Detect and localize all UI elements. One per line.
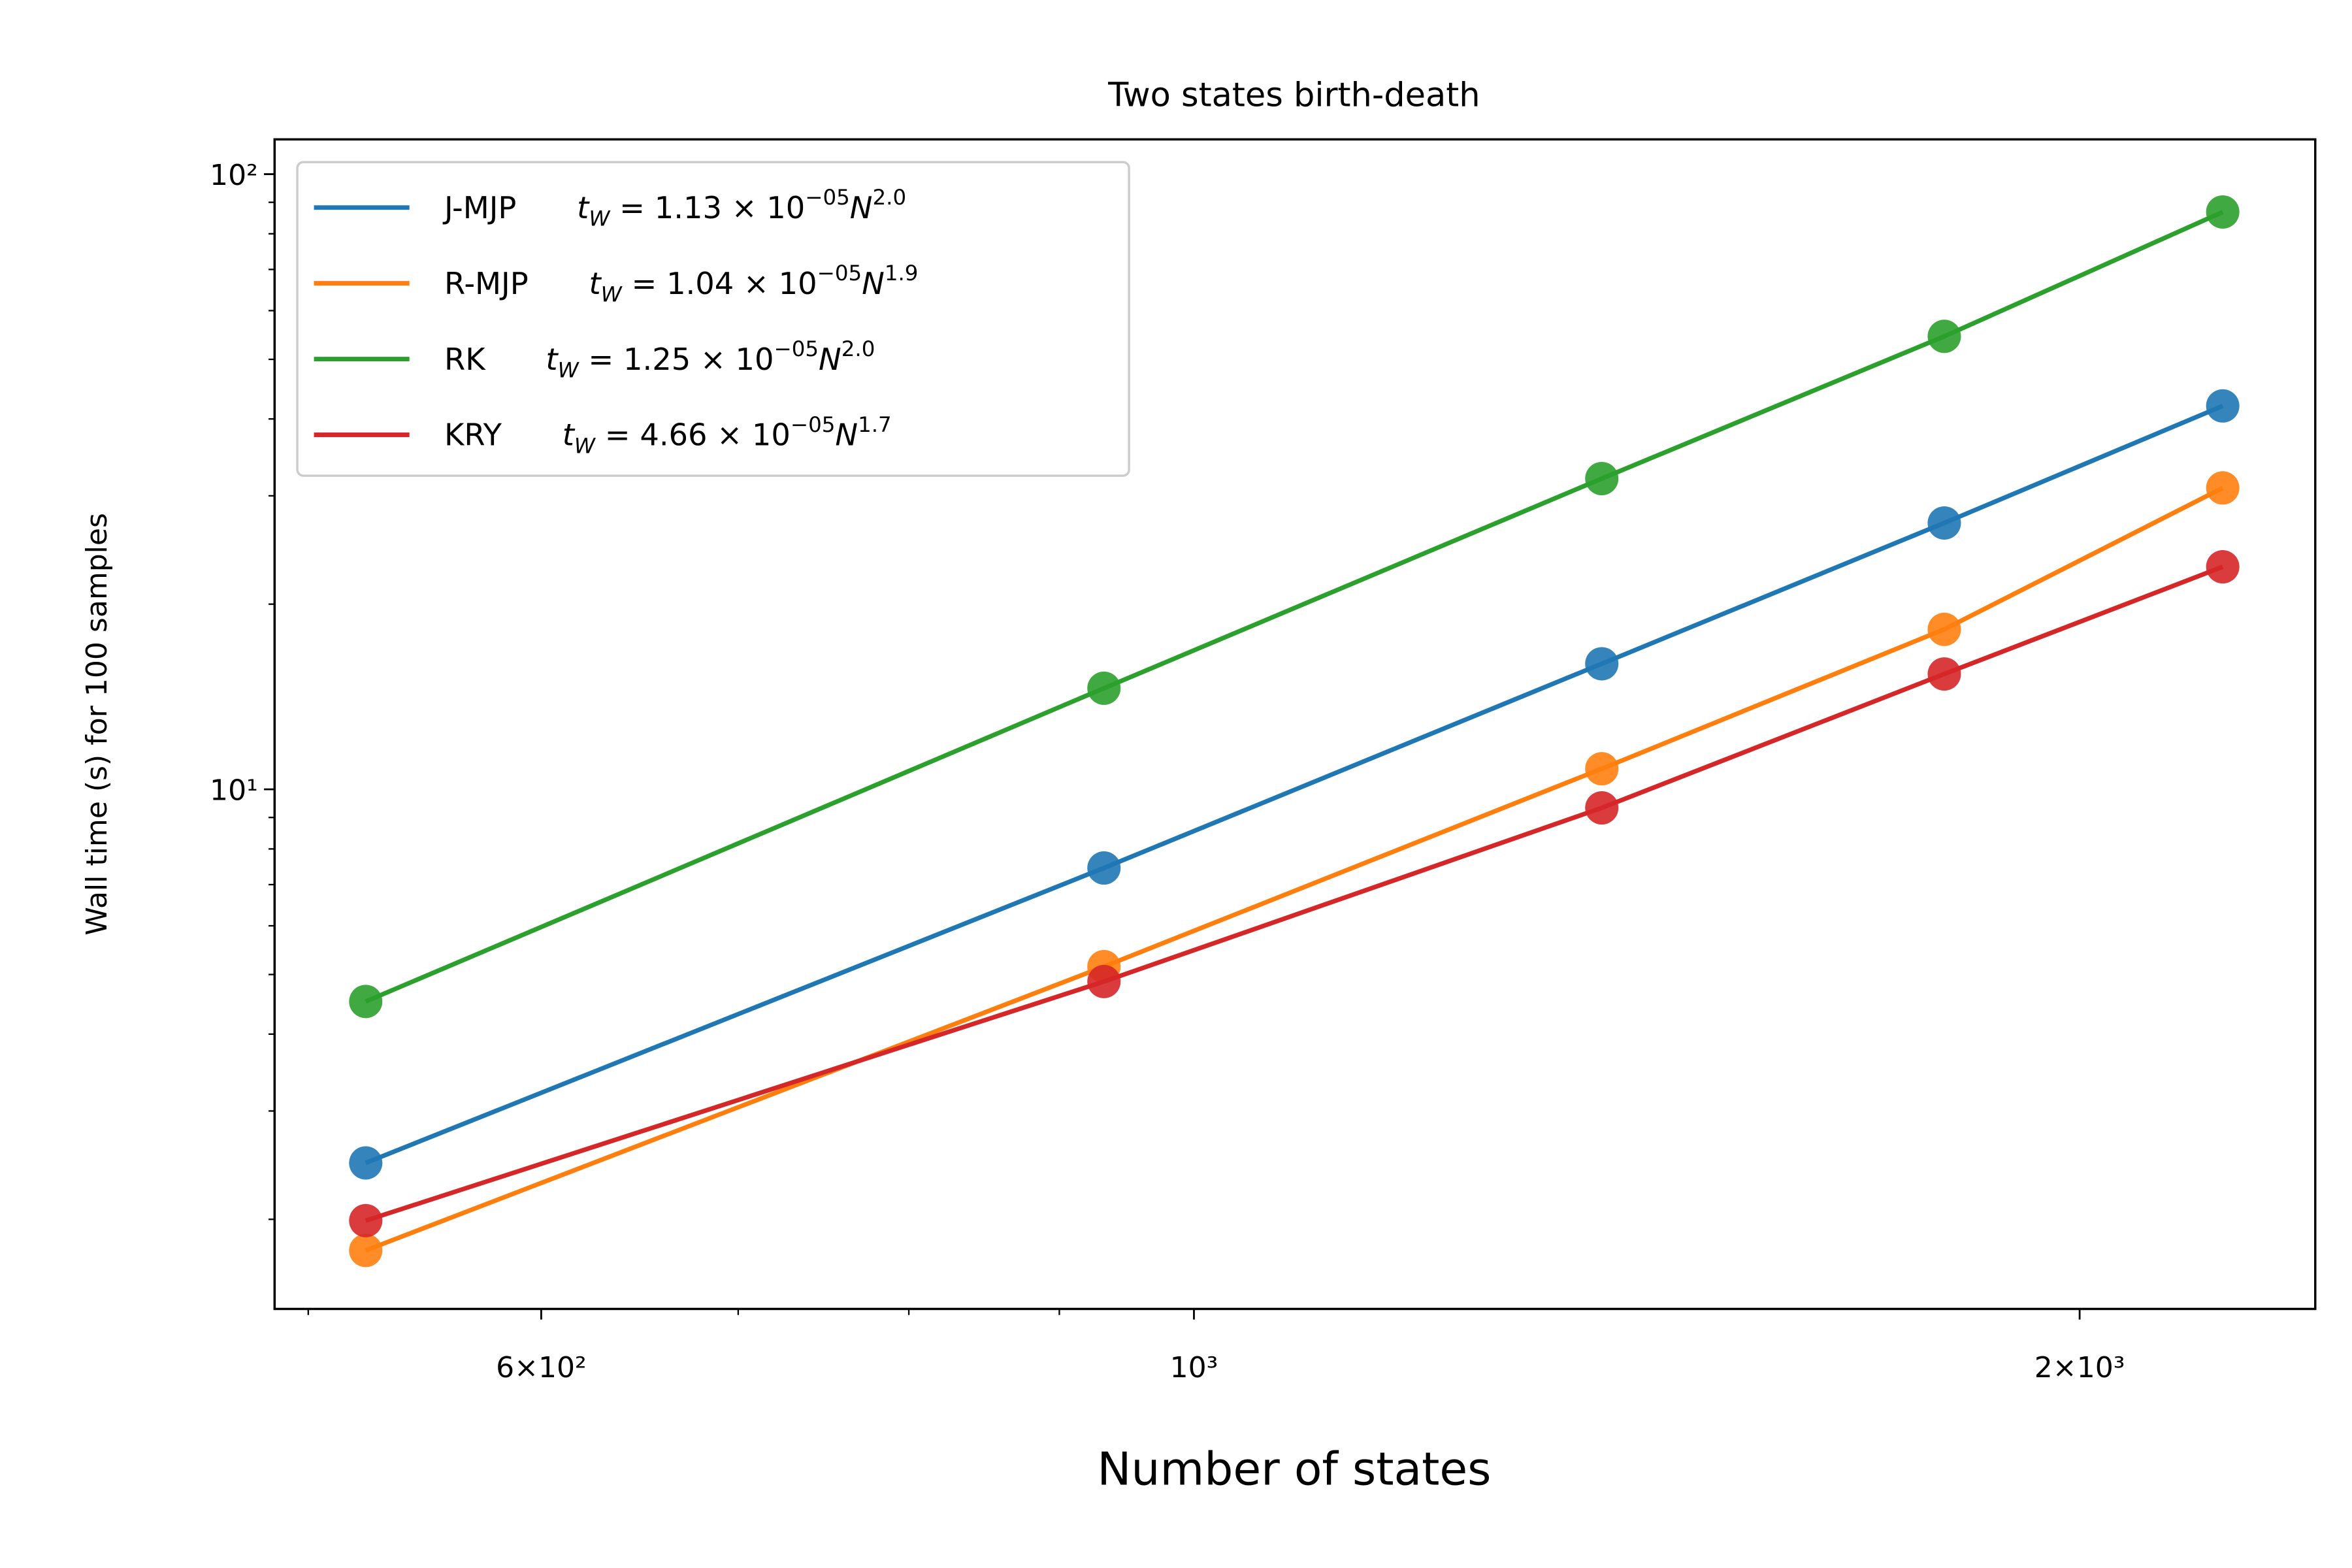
y-axis-label: Wall time (s) for 100 samples bbox=[80, 513, 114, 936]
legend-text: −05 bbox=[817, 261, 862, 286]
chart-title: Two states birth-death bbox=[1107, 76, 1480, 114]
legend-text: W bbox=[558, 357, 580, 382]
legend-text: t bbox=[546, 342, 559, 377]
legend-text: t bbox=[563, 417, 576, 453]
data-point bbox=[1585, 461, 1619, 496]
legend-entry: J-MJP tW = 1.13 × 10−05N2.0 bbox=[442, 185, 906, 231]
data-point bbox=[1927, 319, 1961, 353]
data-point bbox=[2206, 550, 2240, 584]
legend-text: N bbox=[850, 190, 873, 225]
data-point bbox=[349, 1233, 383, 1267]
legend-text: KRY bbox=[444, 417, 502, 453]
legend-text: × bbox=[691, 342, 735, 377]
plot-area bbox=[349, 195, 2240, 1267]
data-point bbox=[1927, 506, 1961, 540]
legend-text: 1.7 bbox=[858, 412, 892, 437]
legend-text: t bbox=[577, 190, 590, 225]
legend-text: 10 bbox=[766, 190, 805, 225]
axes-frame bbox=[273, 138, 2317, 1311]
legend-text: = bbox=[622, 266, 666, 301]
legend-text: 2.0 bbox=[841, 336, 875, 361]
data-point bbox=[2206, 389, 2240, 423]
legend-text: R-MJP bbox=[444, 266, 529, 301]
x-tick-label: 10³ bbox=[1170, 1351, 1218, 1384]
legend-text: = bbox=[579, 342, 623, 377]
legend-text: × bbox=[708, 417, 752, 453]
data-point bbox=[1927, 657, 1961, 691]
legend-text: −05 bbox=[774, 336, 819, 361]
legend-text: × bbox=[734, 266, 778, 301]
legend-text: t bbox=[589, 266, 602, 301]
legend-text: J-MJP bbox=[442, 190, 516, 225]
data-point bbox=[349, 985, 383, 1019]
legend-text: 10 bbox=[752, 417, 791, 453]
data-point bbox=[1927, 612, 1961, 646]
x-axis-label: Number of states bbox=[1097, 1443, 1491, 1495]
legend-entry: KRY tW = 4.66 × 10−05N1.7 bbox=[444, 412, 892, 458]
legend-text: N bbox=[835, 417, 858, 453]
legend-text: −05 bbox=[791, 412, 836, 437]
data-point bbox=[349, 1203, 383, 1237]
legend-text: = bbox=[595, 417, 640, 453]
legend-text: W bbox=[574, 433, 596, 458]
legend-text: W bbox=[601, 282, 623, 306]
legend-text: 2.0 bbox=[872, 185, 906, 210]
legend-box bbox=[296, 161, 1130, 477]
legend-text: = bbox=[610, 190, 654, 225]
legend-text: 4.66 bbox=[640, 417, 707, 453]
data-point bbox=[349, 1146, 383, 1180]
y-tick-label: 10¹ bbox=[210, 774, 258, 807]
legend: J-MJP tW = 1.13 × 10−05N2.0R-MJP tW = 1.04… bbox=[296, 161, 1130, 477]
data-point bbox=[1087, 851, 1121, 885]
data-point bbox=[2206, 471, 2240, 505]
legend-text: 10 bbox=[779, 266, 817, 301]
legend-text: N bbox=[862, 266, 885, 301]
legend-text: 10 bbox=[736, 342, 774, 377]
legend-text: RK bbox=[444, 342, 486, 377]
legend-text: N bbox=[819, 342, 841, 377]
legend-text: −05 bbox=[805, 185, 850, 210]
y-tick-label: 10² bbox=[210, 159, 258, 192]
data-point bbox=[2206, 195, 2240, 229]
data-point bbox=[1585, 752, 1619, 786]
data-point bbox=[1087, 671, 1121, 705]
legend-entry: RK tW = 1.25 × 10−05N2.0 bbox=[444, 336, 875, 382]
legend-text: 1.9 bbox=[885, 261, 919, 286]
x-tick-label: 2×10³ bbox=[2034, 1351, 2125, 1384]
legend-text: 1.25 bbox=[623, 342, 691, 377]
data-point bbox=[1585, 791, 1619, 825]
x-tick-label: 6×10² bbox=[496, 1351, 587, 1384]
legend-text: 1.13 bbox=[655, 190, 722, 225]
legend-text: × bbox=[722, 190, 766, 225]
legend-entry: R-MJP tW = 1.04 × 10−05N1.9 bbox=[444, 261, 918, 306]
data-point bbox=[1585, 647, 1619, 681]
legend-text: W bbox=[589, 206, 611, 231]
data-point bbox=[1087, 964, 1121, 998]
legend-text: 1.04 bbox=[666, 266, 734, 301]
